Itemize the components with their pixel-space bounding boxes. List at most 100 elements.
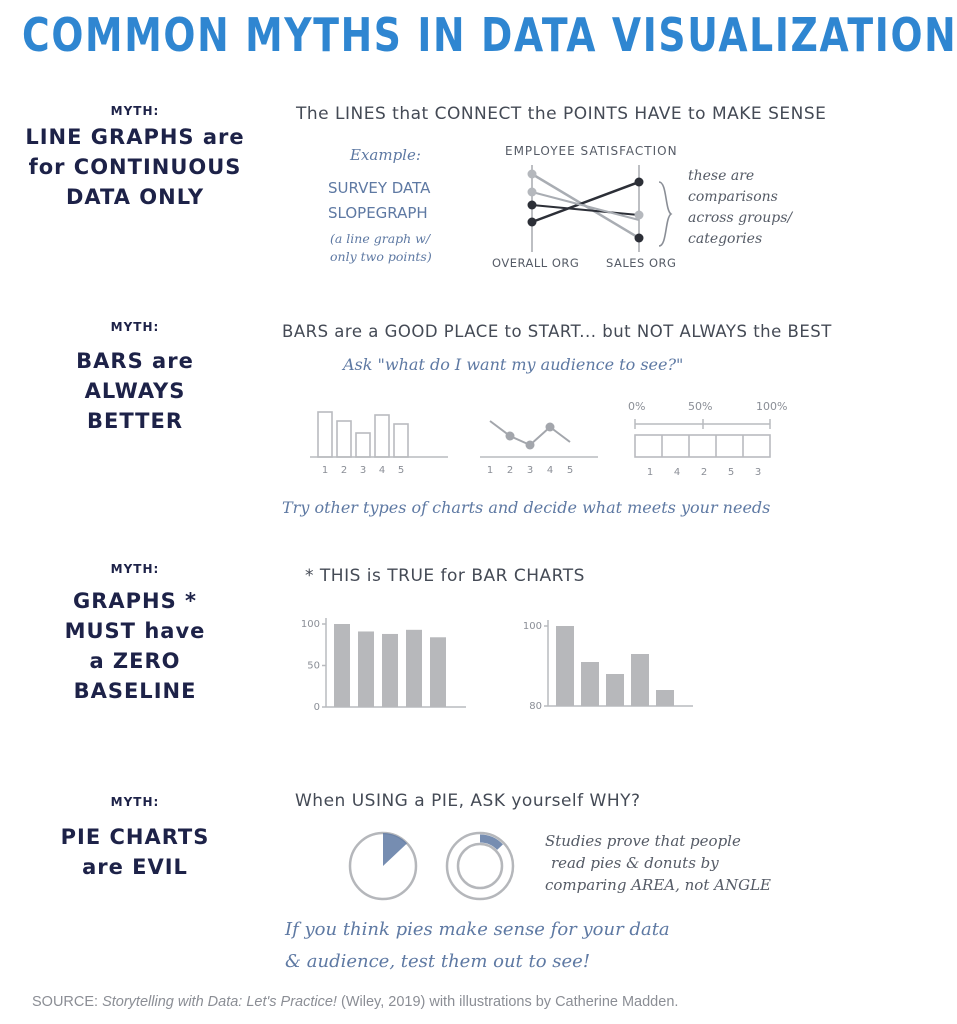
myth-2-text: BARS are ALWAYS BETTER — [20, 346, 250, 436]
example-title-line: SLOPEGRAPH — [328, 204, 428, 222]
slope-point — [527, 187, 537, 197]
scale-label: 100% — [756, 400, 788, 413]
donut-inner — [456, 842, 504, 890]
example-note-line: (a line graph w/ — [330, 231, 431, 246]
pie-chart — [348, 831, 418, 901]
myth-3-line: a ZERO — [89, 649, 181, 673]
myth-4-heading: When USING a PIE, ASK yourself WHY? — [295, 791, 641, 811]
mini-bar — [336, 420, 352, 458]
mini-bar — [393, 423, 409, 458]
mini-line-chart: 1 2 3 4 5 — [480, 420, 598, 476]
pie-note-line: Studies prove that people — [545, 832, 741, 850]
bar-axis-label: 100 — [301, 619, 320, 630]
mini-bar — [355, 432, 371, 458]
myth-1-text: LINE GRAPHS are for CONTINUOUS DATA ONLY — [20, 122, 250, 212]
bar — [556, 626, 574, 706]
example-title: SURVEY DATA SLOPEGRAPH — [328, 176, 430, 226]
bar-axis-label: 0 — [314, 702, 320, 713]
scale-label: 0% — [628, 400, 646, 413]
myth-1-line: DATA ONLY — [65, 185, 205, 209]
scale-tick-label: 2 — [701, 467, 707, 478]
mini-bar-tick: 5 — [398, 465, 404, 476]
myth-2-footer: Try other types of charts and decide wha… — [282, 498, 771, 517]
bar — [656, 690, 674, 706]
slope-point — [634, 233, 644, 243]
example-label: Example: — [350, 146, 421, 164]
mini-bar — [374, 414, 390, 458]
mini-line-point — [525, 440, 535, 450]
myth-1-line: LINE GRAPHS are — [25, 125, 245, 149]
bar — [382, 633, 398, 707]
myth-2-line: ALWAYS — [84, 379, 186, 403]
slope-axis-left-label: OVERALL ORG — [492, 256, 580, 270]
slope-chart-title: EMPLOYEE SATISFACTION — [505, 144, 678, 158]
pie-note: Studies prove that people read pies & do… — [545, 830, 771, 896]
bar — [631, 654, 649, 706]
pie-note-line: read pies & donuts by — [551, 854, 719, 872]
myth-2-subheading: Ask "what do I want my audience to see?" — [343, 355, 684, 374]
bar — [406, 629, 422, 707]
source-prefix: SOURCE: — [32, 994, 103, 1010]
stacked-scale-chart: 1 4 2 5 3 — [634, 419, 771, 478]
scale-tick-label: 5 — [728, 467, 734, 478]
mini-line-point — [505, 431, 515, 441]
bar — [606, 674, 624, 706]
mini-line-point — [545, 422, 555, 432]
myth-1-label: MYTH: — [110, 104, 160, 118]
bar-axis-label: 100 — [523, 621, 542, 632]
scale-label: 50% — [688, 400, 713, 413]
truncated-baseline-bar-chart: 80 100 — [523, 620, 693, 712]
zero-baseline-bar-chart: 0 50 100 — [301, 618, 466, 713]
myth-3-line: MUST have — [64, 619, 206, 643]
example-note-line: only two points) — [330, 249, 432, 264]
slope-point — [634, 177, 644, 187]
donut-slice — [480, 834, 503, 850]
myth-4-line: are EVIL — [82, 855, 188, 879]
slope-point — [527, 169, 537, 179]
slope-note-line: categories — [688, 231, 763, 247]
mini-bar-tick: 2 — [341, 465, 347, 476]
pie-slice — [383, 833, 408, 866]
myth-1-heading: The LINES that CONNECT the POINTS HAVE t… — [296, 104, 827, 124]
source-credit: SOURCE: Storytelling with Data: Let's Pr… — [32, 994, 678, 1010]
scale-tick-label: 3 — [755, 467, 761, 478]
mini-bar-tick: 3 — [360, 465, 366, 476]
slope-line — [531, 191, 640, 221]
slope-note: these are comparisons across groups/ cat… — [688, 166, 792, 250]
slope-axis-right-label: SALES ORG — [606, 256, 677, 270]
myth-3-line: BASELINE — [73, 679, 197, 703]
bar-axis-label: 50 — [307, 661, 320, 672]
myth-4-footer: If you think pies make sense for your da… — [285, 914, 670, 978]
mini-bar — [317, 411, 333, 458]
myth-4-footer-line: & audience, test them out to see! — [285, 951, 591, 972]
source-suffix: (Wiley, 2019) with illustrations by Cath… — [336, 994, 679, 1010]
donut-chart — [445, 831, 515, 901]
myth-4-line: PIE CHARTS — [60, 825, 210, 849]
mini-line-tick: 1 — [487, 465, 493, 476]
slope-line — [531, 204, 640, 216]
scale-tick-label: 4 — [674, 467, 680, 478]
slope-note-line: these are — [688, 168, 755, 184]
slope-point — [634, 210, 644, 220]
donut-outer — [445, 831, 515, 901]
example-title-line: SURVEY DATA — [328, 179, 431, 197]
slope-note-line: across groups/ — [688, 210, 793, 226]
scale-tick-label: 1 — [647, 467, 653, 478]
myth-3-text: GRAPHS * MUST have a ZERO BASELINE — [20, 586, 250, 706]
slope-chart — [527, 165, 644, 252]
slope-note-line: comparisons — [688, 189, 778, 205]
mini-bar-tick: 1 — [322, 465, 328, 476]
pie-note-line: comparing AREA, not ANGLE — [545, 876, 771, 894]
slope-point — [527, 217, 537, 227]
myth-3-label: MYTH: — [110, 562, 160, 576]
bar — [334, 624, 350, 707]
myth-3-heading: * THIS is TRUE for BAR CHARTS — [305, 566, 585, 586]
myth-4-footer-line: If you think pies make sense for your da… — [285, 919, 670, 940]
mini-line-tick: 3 — [527, 465, 533, 476]
myth-3-line: GRAPHS * — [72, 589, 198, 613]
myth-2-label: MYTH: — [110, 320, 160, 334]
mini-line-tick: 5 — [567, 465, 573, 476]
bar — [358, 631, 374, 707]
myth-4-label: MYTH: — [110, 795, 160, 809]
curly-brace-icon — [658, 181, 673, 247]
